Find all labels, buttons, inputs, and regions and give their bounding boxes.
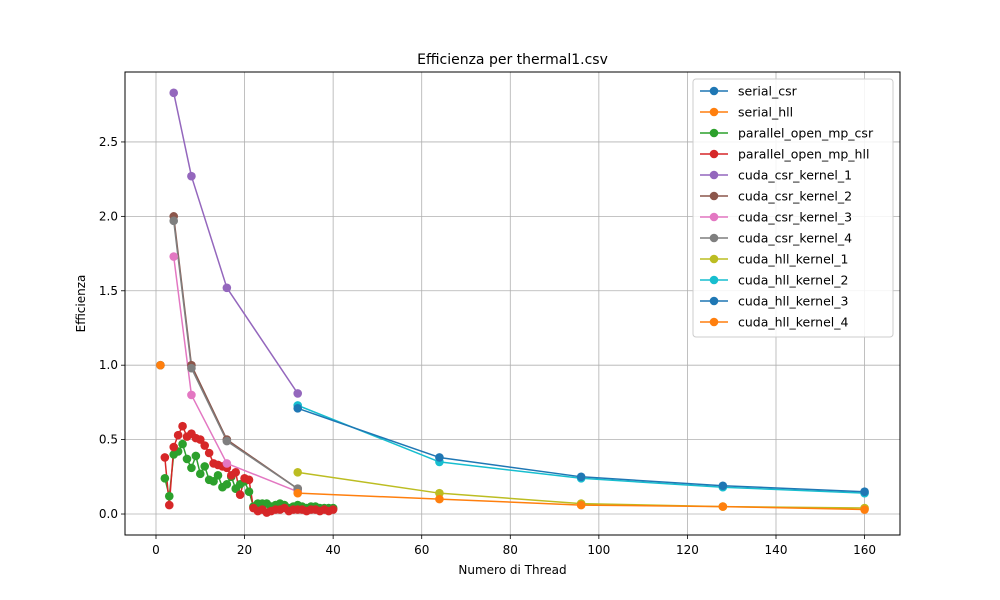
data-point-cuda_csr_kernel_1 (222, 283, 232, 293)
data-point-cuda_csr_kernel_3 (169, 252, 179, 261)
data-point-parallel_open_mp_hll (200, 441, 210, 450)
data-point-cuda_hll_kernel_4 (435, 494, 444, 504)
legend-label: cuda_hll_kernel_2 (738, 273, 848, 288)
data-point-cuda_csr_kernel_4 (222, 436, 232, 446)
data-point-parallel_open_mp_hll (204, 448, 214, 458)
legend-box (692, 78, 894, 338)
y-axis-ticks: 0.0 0.5 1.0 1.5 2.0 2.5 (99, 135, 125, 521)
data-point-cuda_hll_kernel_4 (293, 488, 303, 498)
legend: serial_csr serial_hll parallel_open_mp_csr… (692, 78, 894, 338)
data-point-cuda_csr_kernel_3 (222, 459, 232, 468)
legend-marker (709, 212, 719, 222)
data-point-cuda_hll_kernel_1 (293, 468, 303, 477)
x-axis-label: Numero di Thread (458, 563, 566, 577)
data-point-parallel_open_mp_hll (169, 442, 179, 452)
series-points (156, 88, 869, 517)
data-point-parallel_open_mp_csr (200, 462, 210, 471)
data-point-serial_hll (156, 360, 165, 370)
legend-marker (709, 191, 719, 201)
data-point-parallel_open_mp_csr (222, 479, 232, 489)
x-tick-label: 100 (587, 543, 610, 557)
data-point-parallel_open_mp_hll (160, 453, 170, 462)
data-point-parallel_open_mp_csr (164, 491, 174, 501)
legend-label: cuda_hll_kernel_4 (738, 315, 848, 330)
y-tick-label: 2.0 (99, 209, 118, 223)
data-point-parallel_open_mp_csr (244, 487, 254, 496)
data-point-cuda_hll_kernel_3 (860, 487, 869, 496)
legend-label: cuda_hll_kernel_1 (738, 252, 848, 267)
data-point-parallel_open_mp_hll (244, 475, 254, 485)
legend-marker (709, 317, 719, 327)
legend-label: cuda_hll_kernel_3 (738, 294, 848, 309)
x-tick-label: 140 (765, 543, 788, 557)
x-tick-label: 120 (676, 543, 699, 557)
data-point-cuda_hll_kernel_3 (293, 404, 303, 413)
y-axis-label: Efficienza (74, 275, 88, 333)
data-point-cuda_hll_kernel_3 (435, 453, 444, 462)
legend-marker (709, 233, 719, 243)
legend-marker (709, 107, 719, 117)
data-point-parallel_open_mp_csr (182, 454, 192, 464)
data-point-parallel_open_mp_hll (235, 490, 245, 499)
data-point-parallel_open_mp_csr (187, 463, 196, 473)
data-point-parallel_open_mp_hll (195, 435, 205, 444)
x-tick-label: 40 (326, 543, 341, 557)
legend-marker (709, 149, 719, 159)
data-point-parallel_open_mp_csr (209, 476, 218, 486)
data-point-parallel_open_mp_csr (195, 469, 205, 479)
legend-marker (709, 128, 719, 138)
x-tick-label: 60 (414, 543, 429, 557)
legend-label: cuda_csr_kernel_3 (738, 210, 852, 225)
data-point-cuda_csr_kernel_1 (169, 88, 179, 98)
legend-label: serial_hll (738, 105, 793, 120)
data-point-cuda_csr_kernel_1 (293, 389, 303, 398)
x-axis-ticks: 0 20 40 60 80 100 120 140 160 (152, 535, 876, 557)
legend-marker (709, 296, 719, 306)
legend-label: cuda_csr_kernel_1 (738, 168, 852, 183)
data-point-cuda_hll_kernel_3 (576, 472, 586, 482)
x-tick-label: 0 (152, 543, 160, 557)
data-point-parallel_open_mp_hll (173, 430, 183, 440)
x-tick-label: 20 (237, 543, 252, 557)
series-line-cuda_csr_kernel_1 (172, 92, 299, 394)
y-tick-label: 0.5 (99, 433, 118, 447)
y-tick-label: 1.5 (99, 284, 118, 298)
data-point-cuda_hll_kernel_1 (435, 488, 444, 498)
data-point-cuda_csr_kernel_1 (187, 171, 196, 181)
data-point-cuda_hll_kernel_4 (718, 502, 728, 511)
legend-label: parallel_open_mp_hll (738, 147, 869, 162)
data-point-parallel_open_mp_csr (191, 451, 201, 461)
data-point-parallel_open_mp_hll (231, 468, 241, 477)
data-point-parallel_open_mp_hll (164, 500, 174, 510)
data-point-cuda_csr_kernel_4 (169, 216, 179, 226)
series-line-cuda_csr_kernel_4 (172, 220, 299, 490)
data-point-cuda_csr_kernel_4 (187, 363, 196, 373)
legend-label: parallel_open_mp_csr (738, 126, 874, 141)
x-tick-label: 160 (853, 543, 876, 557)
data-point-parallel_open_mp_csr (160, 473, 170, 483)
legend-marker (709, 254, 719, 264)
legend-marker (709, 170, 719, 180)
y-tick-label: 0.0 (99, 507, 118, 521)
y-tick-label: 2.5 (99, 135, 118, 149)
data-point-cuda_hll_kernel_3 (718, 481, 728, 491)
legend-label: cuda_csr_kernel_2 (738, 189, 852, 204)
y-tick-label: 1.0 (99, 358, 118, 372)
data-point-cuda_hll_kernel_4 (860, 505, 869, 514)
data-point-parallel_open_mp_hll (328, 505, 338, 514)
legend-marker (709, 86, 719, 96)
data-point-cuda_csr_kernel_3 (187, 390, 196, 400)
data-point-parallel_open_mp_hll (178, 421, 187, 431)
legend-label: serial_csr (738, 84, 798, 99)
plot-frame (124, 71, 901, 536)
x-tick-label: 80 (503, 543, 518, 557)
chart-title: Efficienza per thermal1.csv (417, 52, 608, 68)
data-point-parallel_open_mp_csr (178, 439, 187, 449)
legend-label: cuda_csr_kernel_4 (738, 231, 852, 246)
legend-marker (709, 275, 719, 285)
series-line-cuda_csr_kernel_3 (172, 256, 298, 493)
data-point-parallel_open_mp_csr (213, 471, 223, 480)
data-point-cuda_hll_kernel_4 (576, 500, 586, 510)
